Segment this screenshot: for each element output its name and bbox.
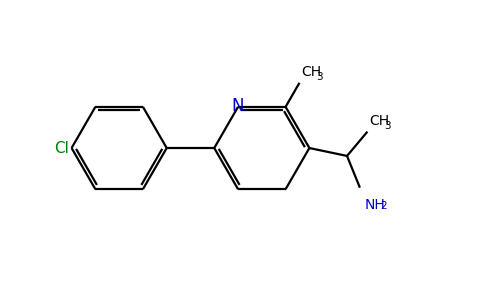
Text: N: N	[232, 97, 244, 115]
Text: CH: CH	[369, 114, 390, 128]
Text: 2: 2	[381, 200, 387, 211]
Text: CH: CH	[302, 65, 321, 79]
Text: Cl: Cl	[54, 140, 69, 155]
Text: NH: NH	[365, 198, 386, 212]
Text: 3: 3	[317, 72, 323, 82]
Text: 3: 3	[384, 121, 391, 131]
